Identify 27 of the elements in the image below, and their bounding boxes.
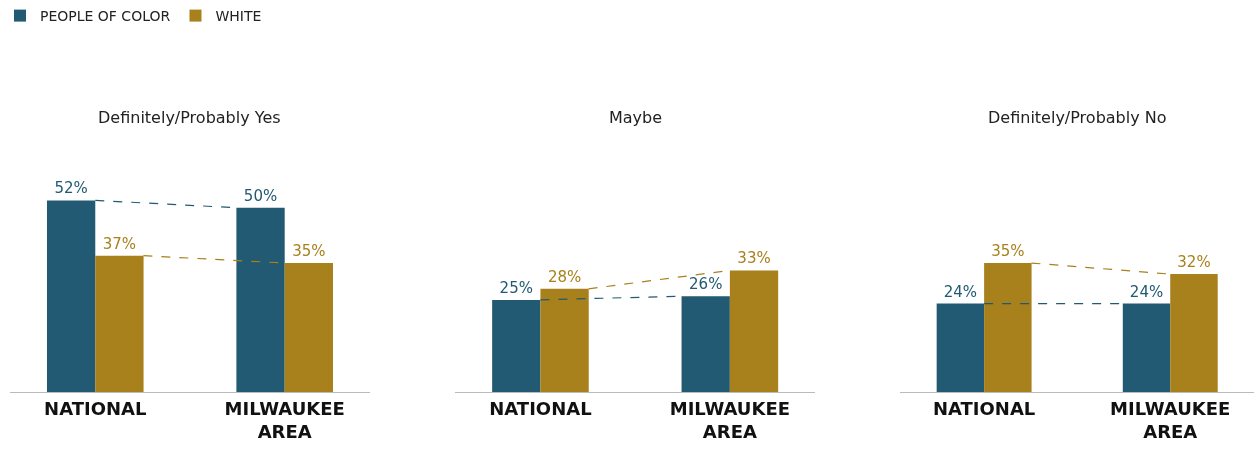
legend-label: WHITE [215, 8, 262, 25]
bar [681, 296, 730, 392]
data-label: 24% [943, 282, 978, 301]
x-tick-label: NATIONAL [489, 397, 592, 419]
bar [284, 263, 333, 392]
data-label: 32% [1177, 253, 1211, 272]
data-label: 35% [292, 242, 326, 261]
data-label: 28% [547, 267, 582, 286]
data-label: 26% [689, 275, 723, 294]
legend-label: PEOPLE OF COLOR [40, 8, 171, 25]
data-label: 25% [499, 278, 533, 297]
chart-title: Definitely/Probably Yes [98, 108, 281, 127]
chart-title: Maybe [609, 108, 663, 127]
data-label: 52% [54, 179, 88, 198]
data-label: 35% [991, 242, 1025, 261]
data-label: 37% [102, 234, 137, 253]
x-tick-label: MILWAUKEE AREA [669, 397, 790, 442]
x-tick-label: MILWAUKEE AREA [224, 397, 345, 442]
chart-title: Definitely/Probably No [988, 108, 1167, 127]
data-label: 33% [737, 249, 771, 268]
x-tick-label: MILWAUKEE AREA [1110, 397, 1231, 442]
data-label: 50% [243, 186, 278, 205]
bar [729, 270, 779, 392]
data-label: 24% [1129, 282, 1164, 301]
bar [236, 207, 285, 392]
x-tick-label: NATIONAL [932, 397, 1036, 419]
x-tick-label: NATIONAL [44, 397, 147, 419]
